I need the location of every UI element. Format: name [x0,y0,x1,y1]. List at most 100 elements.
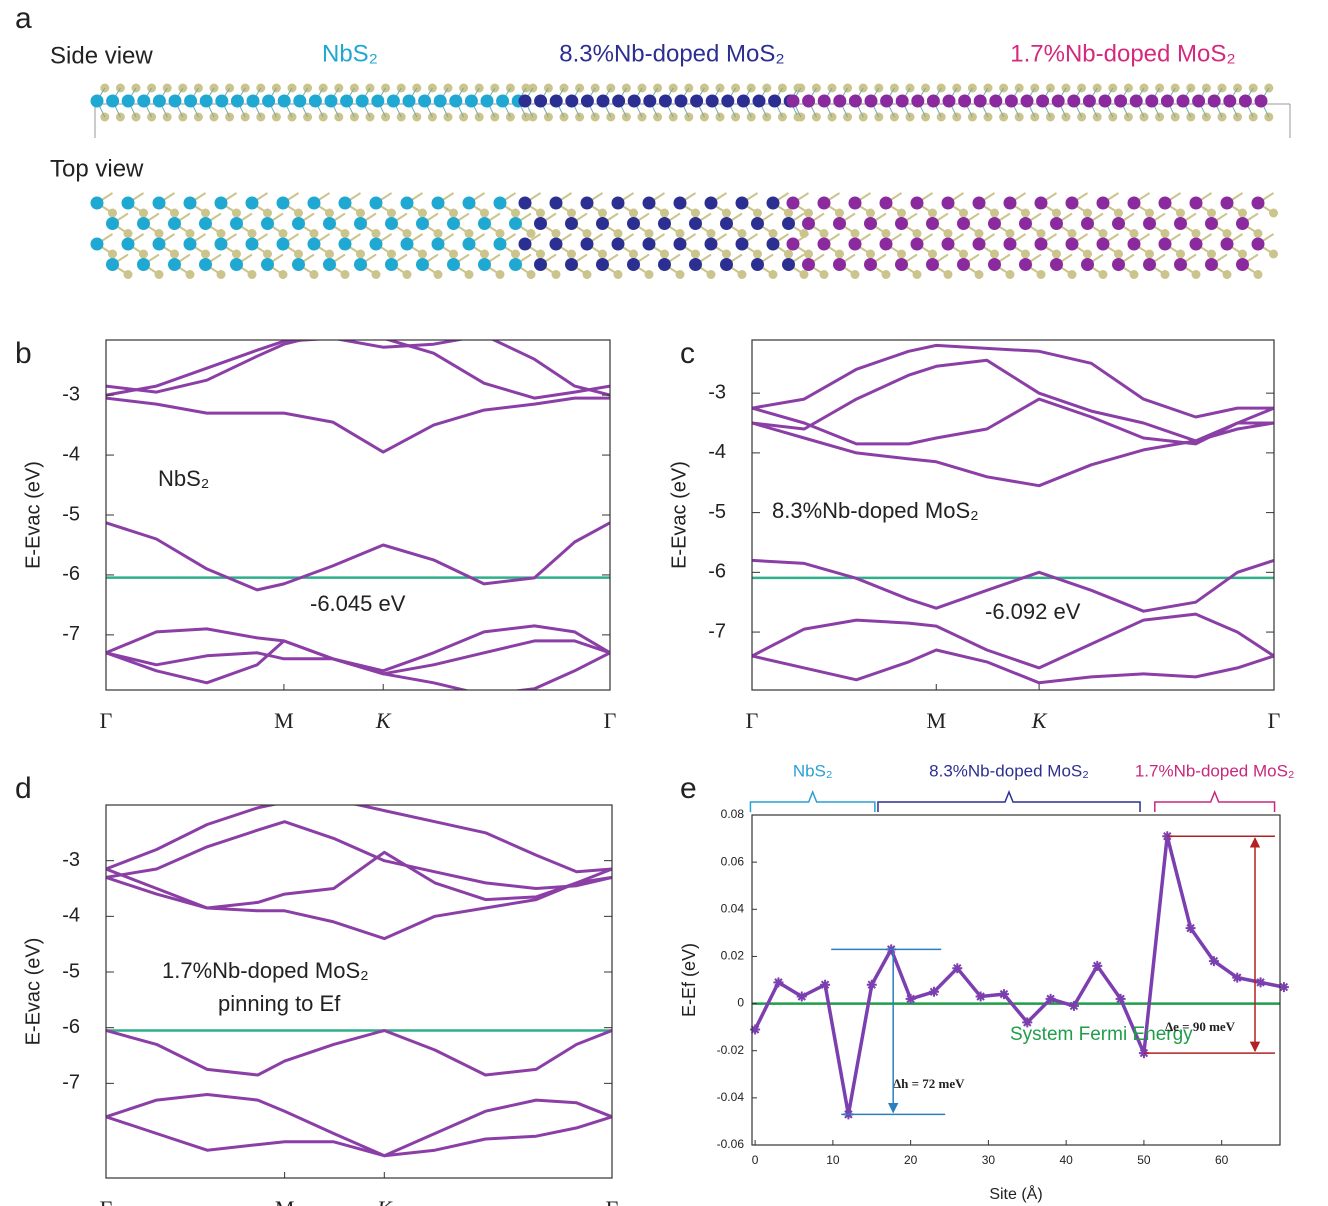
x-tick-label: 10 [826,1153,840,1167]
metal-atom [137,217,150,230]
annotation: NbS₂ [158,466,209,491]
metal-atom [880,95,893,108]
metal-atom [802,95,815,108]
metal-atom [534,217,547,230]
sulfur-atom [645,229,654,238]
metal-atom [849,238,862,251]
metal-atom [1252,238,1265,251]
metal-atom [478,217,491,230]
metal-atom [1097,238,1110,251]
metal-atom [658,258,671,271]
metal-atom [720,217,733,230]
panel-label: a [15,2,32,35]
sulfur-atom [753,250,762,259]
y-tick-label: -4 [62,905,80,927]
band-line [106,641,610,683]
sulfur-atom [1068,229,1077,238]
metal-atom [736,238,749,251]
band-line [106,398,610,452]
y-tick-label: -3 [62,383,80,405]
y-tick-label: 0.04 [721,901,745,915]
sulfur-atom [990,250,999,259]
metal-atom [674,238,687,251]
metal-atom [401,238,414,251]
x-axis-label: Site (Å) [989,1184,1042,1203]
metal-atom [659,95,672,108]
metal-atom [447,258,460,271]
sulfur-atom [449,209,458,218]
metal-atom [880,238,893,251]
sulfur-atom [753,209,762,218]
sulfur-atom [897,250,906,259]
metal-atom [989,95,1002,108]
y-tick-label: 0.08 [721,807,745,821]
metal-atom [1004,197,1017,210]
sulfur-atom [738,229,747,238]
sulfur-atom [804,209,813,218]
metal-atom [818,197,831,210]
sulfur-atom [567,250,576,259]
sulfur-atom [1099,229,1108,238]
metal-atom [465,95,478,108]
metal-atom [1005,95,1018,108]
sulfur-atom [1037,270,1046,279]
x-tick-label: M [926,708,946,733]
metal-atom [1050,217,1063,230]
metal-atom [122,95,135,108]
y-tick-label: -6 [708,561,726,583]
sulfur-atom [897,209,906,218]
metal-atom [690,95,703,108]
metal-atom [153,95,166,108]
metal-atom [1112,217,1125,230]
band-line [752,360,1274,441]
metal-atom [942,238,955,251]
sulfur-atom [341,229,350,238]
plot [106,332,610,695]
metal-atom [91,197,104,210]
metal-atom [1174,217,1187,230]
x-tick-label: 40 [1059,1153,1073,1167]
metal-atom [478,258,491,271]
metal-atom [1019,258,1032,271]
plot-frame [106,805,612,1178]
data-point [1256,977,1266,987]
sulfur-atom [527,270,536,279]
metal-atom [463,197,476,210]
metal-atom [565,95,578,108]
metal-atom [1114,95,1127,108]
metal-atom [911,197,924,210]
band-line [106,799,612,871]
panel-label: b [15,337,32,370]
sulfur-atom [851,270,860,279]
metal-atom [1192,95,1205,108]
sulfur-atom [800,270,809,279]
metal-atom [706,95,719,108]
metal-atom [434,95,447,108]
sulfur-atom [676,229,685,238]
region-label: 8.3%Nb-doped MoS₂ [559,40,784,67]
metal-atom [247,95,260,108]
sulfur-atom [496,229,505,238]
sulfur-atom [108,209,117,218]
sulfur-atom [279,229,288,238]
metal-atom [494,197,507,210]
metal-atom [387,95,400,108]
sulfur-atom [279,270,288,279]
metal-atom [643,95,656,108]
sulfur-atom [567,209,576,218]
metal-atom [371,95,384,108]
y-axis-label: E-Ef (eV) [679,943,699,1017]
y-tick-label: -0.02 [717,1043,745,1057]
sulfur-atom [248,229,257,238]
metal-atom [787,238,800,251]
sulfur-atom [866,250,875,259]
metal-atom [278,95,291,108]
sulfur-atom [1130,229,1139,238]
page: html, body { margin: 0; padding: 0; back… [0,0,1328,1206]
metal-atom [1036,95,1049,108]
x-tick-label: K [376,1196,393,1206]
band-line [752,345,1274,417]
figure: a Side view Top view NbS₂8.3%Nb-doped Mo… [0,0,1328,1206]
y-tick-label: -7 [708,620,726,642]
sulfur-atom [1254,270,1263,279]
